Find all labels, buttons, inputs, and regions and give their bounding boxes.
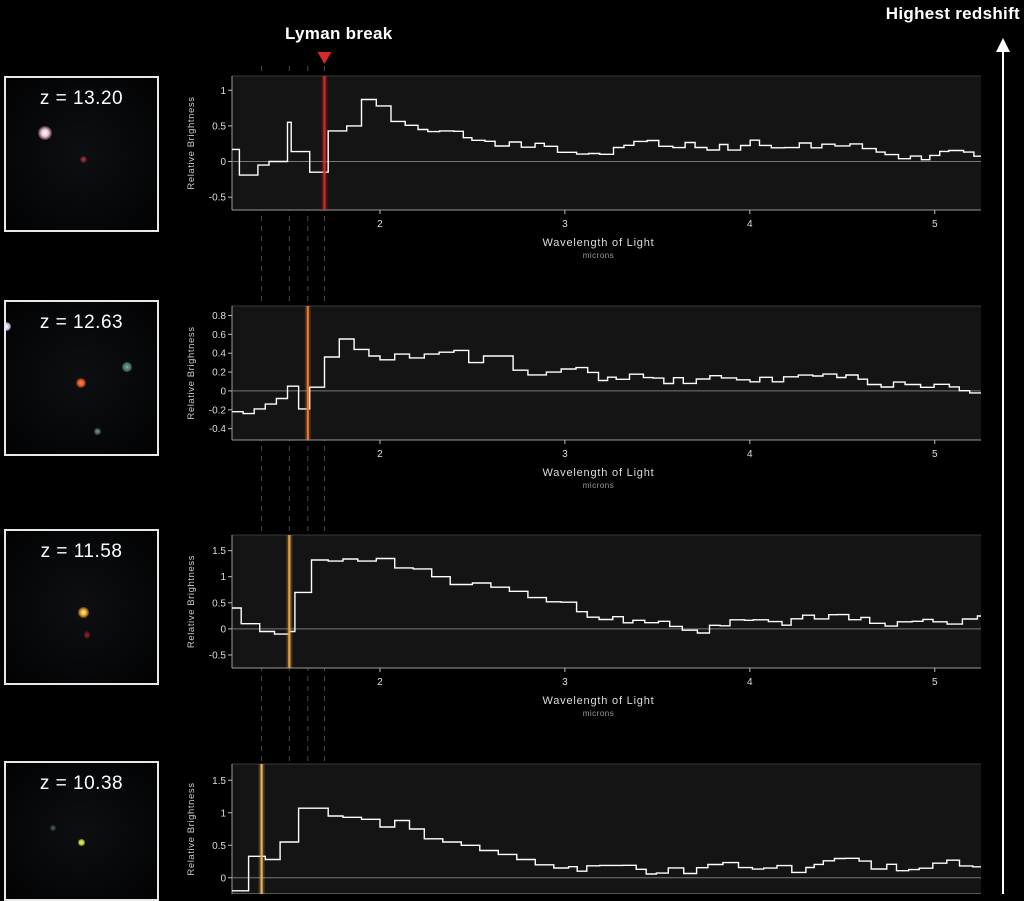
plot-area	[232, 764, 981, 894]
x-tick-label: 2	[377, 677, 383, 688]
y-tick-label: 1	[220, 808, 226, 819]
x-axis-unit: microns	[583, 709, 615, 718]
y-tick-label: -0.5	[209, 193, 227, 204]
galaxy-blob	[76, 378, 86, 388]
y-tick-label: 1	[220, 86, 226, 97]
y-axis-label: Relative Brightness	[186, 555, 197, 648]
y-tick-label: 0	[220, 386, 226, 397]
spectrum-line	[232, 98, 981, 176]
galaxy-blob	[80, 156, 87, 163]
y-tick-label: 1.5	[212, 546, 226, 557]
y-tick-label: -0.5	[209, 650, 227, 661]
lyman-break-label: Lyman break	[285, 24, 393, 43]
y-tick-label: 1.5	[212, 776, 226, 787]
y-tick-label: 1	[220, 572, 226, 583]
galaxy-blob	[122, 362, 132, 372]
y-tick-label: 0.8	[212, 311, 226, 322]
plot-area	[232, 306, 981, 440]
galaxy-blob	[38, 126, 52, 140]
y-tick-label: 0.4	[212, 349, 226, 360]
spectrum-line	[232, 338, 981, 415]
x-axis-label: Wavelength of Light	[542, 695, 654, 707]
y-tick-label: -0.4	[209, 424, 227, 435]
x-tick-label: 2	[377, 219, 383, 230]
spectrum-panel-2: -0.4 -0.2 0 0.2 0.4 0.6 0.8 Relative Brightness…	[186, 305, 981, 490]
y-tick-label: 0.5	[212, 598, 226, 609]
x-tick-label: 3	[562, 219, 568, 230]
x-axis-label: Wavelength of Light	[542, 467, 654, 479]
redshift-label: z = 10.38	[39, 773, 124, 794]
y-tick-label: 0	[220, 624, 226, 635]
y-tick-label: 0	[220, 157, 226, 168]
y-tick-label: 0.5	[212, 121, 226, 132]
plot-area	[232, 535, 981, 668]
spectrum-panel-4: 0 0.5 1 1.5 Relative Brightness	[186, 763, 981, 894]
x-tick-label: 3	[562, 677, 568, 688]
galaxy-blob	[78, 839, 85, 846]
plot-area	[232, 76, 981, 210]
galaxy-thumbnail-1: z = 13.20	[4, 76, 159, 232]
galaxy-thumbnail-4: z = 10.38	[4, 761, 159, 901]
y-tick-label: 0	[220, 873, 226, 884]
x-axis-label: Wavelength of Light	[542, 237, 654, 249]
redshift-arrow-head-icon	[996, 38, 1010, 52]
x-tick-label: 5	[932, 219, 938, 230]
x-tick-label: 5	[932, 449, 938, 460]
galaxy-blob	[94, 428, 101, 435]
spectrum-line	[232, 807, 981, 892]
y-axis-label: Relative Brightness	[186, 326, 197, 419]
galaxy-blob	[6, 322, 11, 331]
redshift-label: z = 11.58	[40, 541, 123, 562]
galaxy-thumbnail-3: z = 11.58	[4, 529, 159, 685]
redshift-label: z = 13.20	[39, 88, 124, 109]
galaxy-blob	[78, 607, 89, 618]
redshift-label: z = 12.63	[39, 312, 124, 333]
x-axis-unit: microns	[583, 251, 615, 260]
lyman-break-marker-icon	[317, 52, 332, 64]
x-tick-label: 3	[562, 449, 568, 460]
x-axis-unit: microns	[583, 481, 615, 490]
galaxy-blob	[84, 631, 90, 639]
y-tick-label: 0.6	[212, 330, 226, 341]
y-tick-label: 0.5	[212, 841, 226, 852]
spectrum-line	[232, 557, 981, 635]
y-axis-label: Relative Brightness	[186, 96, 197, 189]
y-tick-label: 0.2	[212, 368, 226, 379]
x-tick-label: 4	[747, 219, 753, 230]
spectrum-panel-1: -0.5 0 0.5 1 Relative Brightness 2 3 4 5 Waveleng…	[186, 75, 981, 260]
y-tick-label: -0.2	[209, 405, 227, 416]
highest-redshift-label: Highest redshift	[885, 4, 1020, 23]
galaxy-thumbnail-2: z = 12.63	[4, 300, 159, 456]
x-tick-label: 2	[377, 449, 383, 460]
y-axis-label: Relative Brightness	[186, 782, 197, 875]
x-tick-label: 4	[747, 677, 753, 688]
galaxy-blob	[50, 825, 56, 831]
x-tick-label: 5	[932, 677, 938, 688]
x-tick-label: 4	[747, 449, 753, 460]
spectrum-panel-3: -0.5 0 0.5 1 1.5 Relative Brightness 2 3 4 5 Wavel…	[186, 534, 981, 718]
